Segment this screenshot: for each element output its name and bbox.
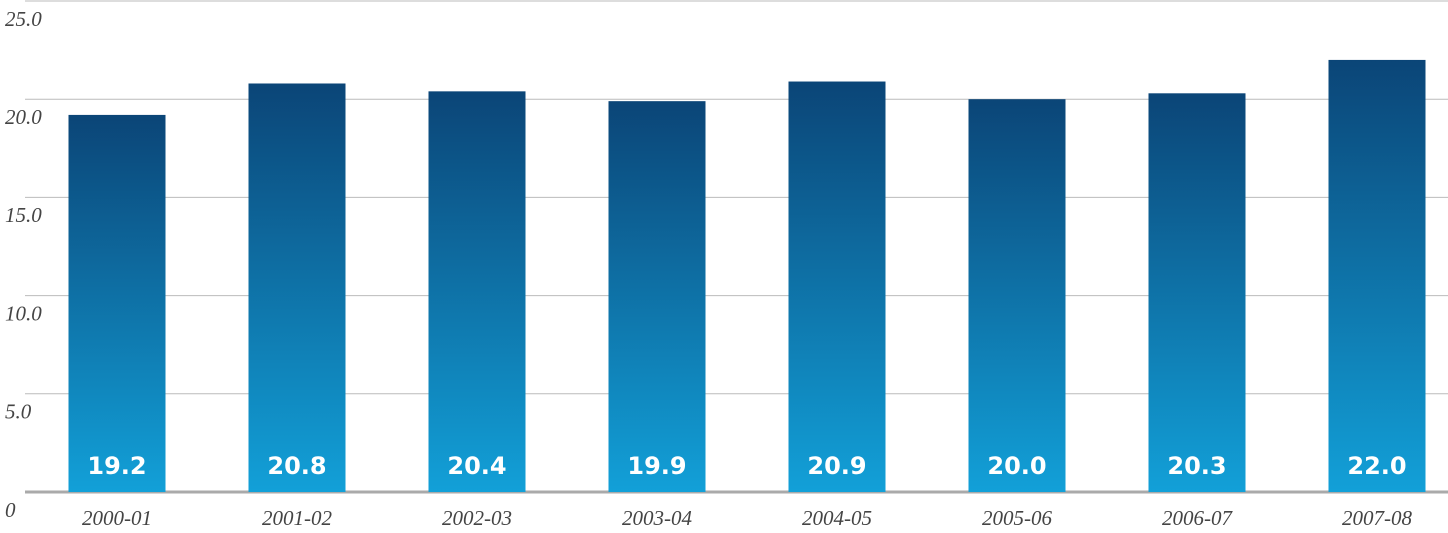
x-tick-label: 2001-02 [262, 506, 332, 530]
value-label: 20.8 [267, 452, 326, 480]
y-tick-label: 10.0 [5, 301, 42, 325]
value-label: 19.2 [87, 452, 146, 480]
value-label: 19.9 [627, 452, 686, 480]
bar [428, 91, 526, 493]
x-tick-label: 2003-04 [622, 506, 692, 530]
y-tick-label: 25.0 [5, 7, 42, 31]
value-label: 20.0 [987, 452, 1046, 480]
bar [1148, 93, 1246, 493]
bar [968, 99, 1066, 492]
x-tick-label: 2007-08 [1342, 506, 1412, 530]
bar [1328, 59, 1426, 493]
y-tick-label: 15.0 [5, 203, 42, 227]
x-tick-label: 2004-05 [802, 506, 872, 530]
y-tick-label: 5.0 [5, 400, 32, 424]
x-tick-label: 2006-07 [1162, 506, 1233, 530]
bar [248, 83, 346, 492]
x-tick-label: 2000-01 [82, 506, 152, 530]
y-tick-label: 20.0 [5, 105, 42, 129]
value-label: 20.4 [447, 452, 506, 480]
x-tick-label: 2005-06 [982, 506, 1052, 530]
bar [608, 101, 706, 492]
bar [68, 114, 166, 493]
value-label: 22.0 [1347, 452, 1406, 480]
x-tick-label: 2002-03 [442, 506, 512, 530]
value-label: 20.3 [1167, 452, 1226, 480]
y-tick-label: 0 [5, 498, 16, 522]
value-label: 20.9 [807, 452, 866, 480]
bar [788, 81, 886, 493]
